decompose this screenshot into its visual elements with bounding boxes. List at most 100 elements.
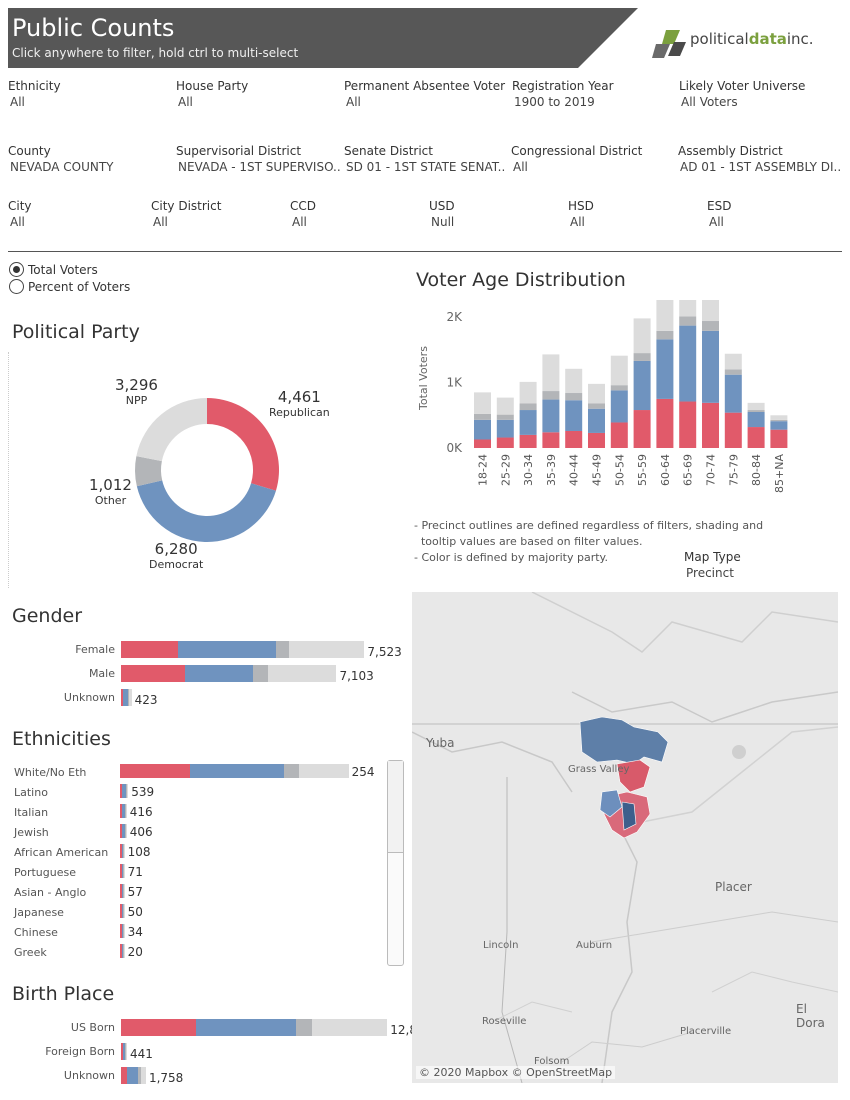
bar-segment[interactable] bbox=[123, 864, 125, 878]
bar-segment[interactable] bbox=[124, 804, 126, 818]
filter-senate-district[interactable]: Senate District SD 01 - 1ST STATE SENAT.. bbox=[344, 144, 505, 174]
age-bar-other[interactable] bbox=[542, 391, 560, 400]
age-bar-other[interactable] bbox=[770, 419, 788, 422]
bar-segment[interactable] bbox=[124, 1043, 126, 1060]
age-bar-republican[interactable] bbox=[724, 412, 742, 448]
filter-supervisorial-district[interactable]: Supervisorial District NEVADA - 1ST SUPER… bbox=[176, 144, 341, 174]
bar-segment[interactable] bbox=[124, 824, 126, 838]
filter-likely-voter-universe[interactable]: Likely Voter Universe All Voters bbox=[679, 79, 805, 109]
filter-value[interactable]: All bbox=[709, 215, 724, 229]
map-type-selector[interactable]: Map Type Precinct bbox=[684, 550, 741, 580]
age-bar-republican[interactable] bbox=[702, 402, 719, 448]
bar-segment[interactable] bbox=[298, 764, 349, 778]
bar-segment[interactable] bbox=[312, 1019, 388, 1036]
ethnicities-list[interactable]: White/No Eth 254 Latino 539 Italian 416 Jewish… bbox=[8, 760, 404, 966]
bar-segment[interactable] bbox=[122, 689, 128, 706]
age-bar-other[interactable] bbox=[496, 414, 514, 420]
age-bar-other[interactable] bbox=[474, 413, 491, 420]
bar-segment[interactable] bbox=[121, 824, 125, 838]
bar-segment[interactable] bbox=[120, 924, 122, 938]
age-bar-other[interactable] bbox=[633, 353, 651, 361]
age-bar-democrat[interactable] bbox=[542, 399, 560, 433]
bar-segment[interactable] bbox=[121, 904, 123, 918]
bar-segment[interactable] bbox=[121, 641, 178, 658]
donut-label-democrat[interactable]: 6,280 Democrat bbox=[149, 540, 204, 571]
age-bar-npp[interactable] bbox=[542, 354, 560, 392]
bar-segment[interactable] bbox=[122, 1043, 125, 1060]
filter-value[interactable]: All bbox=[570, 215, 585, 229]
bar-segment[interactable] bbox=[121, 864, 123, 878]
bar-segment[interactable] bbox=[123, 904, 125, 918]
bar-segment[interactable] bbox=[120, 944, 122, 958]
bar-segment[interactable] bbox=[121, 924, 123, 938]
age-bar-democrat[interactable] bbox=[496, 419, 514, 438]
age-bar-other[interactable] bbox=[610, 385, 628, 391]
bar-segment[interactable] bbox=[123, 944, 125, 958]
bar-segment[interactable] bbox=[288, 641, 365, 658]
age-bar-other[interactable] bbox=[519, 403, 537, 411]
age-bar-npp[interactable] bbox=[679, 300, 697, 317]
filter-assembly-district[interactable]: Assembly District AD 01 - 1ST ASSEMBLY DI… bbox=[678, 144, 841, 174]
radio-percent-of-voters[interactable]: Percent of Voters bbox=[9, 279, 130, 294]
age-bar-republican[interactable] bbox=[496, 437, 514, 448]
bar-segment[interactable] bbox=[125, 1043, 128, 1060]
bar-segment[interactable] bbox=[253, 665, 269, 682]
filter-value[interactable]: SD 01 - 1ST STATE SENAT.. bbox=[346, 160, 506, 174]
age-bar-republican[interactable] bbox=[588, 432, 605, 448]
bar-segment[interactable] bbox=[121, 884, 123, 898]
donut-slice-npp[interactable] bbox=[136, 398, 207, 462]
age-bar-republican[interactable] bbox=[565, 430, 583, 448]
filter-usd[interactable]: USD Null bbox=[429, 199, 455, 229]
age-bar-npp[interactable] bbox=[770, 415, 788, 420]
bar-segment[interactable] bbox=[127, 689, 129, 706]
filter-value[interactable]: All bbox=[346, 95, 361, 109]
bar-segment[interactable] bbox=[128, 689, 132, 706]
age-bar-democrat[interactable] bbox=[702, 330, 719, 403]
filter-value[interactable]: 1900 to 2019 bbox=[514, 95, 595, 109]
bar-segment[interactable] bbox=[140, 1067, 146, 1084]
bar-segment[interactable] bbox=[120, 864, 122, 878]
filter-ccd[interactable]: CCD All bbox=[290, 199, 316, 229]
age-bar-republican[interactable] bbox=[656, 398, 674, 448]
filter-value[interactable]: All Voters bbox=[681, 95, 738, 109]
age-bar-democrat[interactable] bbox=[610, 390, 628, 423]
age-bar-npp[interactable] bbox=[633, 318, 651, 354]
bar-segment[interactable] bbox=[177, 641, 276, 658]
precinct-region-democrat[interactable] bbox=[621, 801, 637, 831]
age-bar-republican[interactable] bbox=[542, 432, 560, 448]
age-bar-npp[interactable] bbox=[724, 353, 742, 370]
filter-county[interactable]: County NEVADA COUNTY bbox=[8, 144, 114, 174]
filter-value[interactable]: All bbox=[513, 160, 528, 174]
bar-segment[interactable] bbox=[123, 944, 124, 958]
age-bar-republican[interactable] bbox=[747, 427, 765, 448]
age-bar-democrat[interactable] bbox=[679, 325, 697, 402]
age-bar-other[interactable] bbox=[724, 369, 742, 375]
bar-segment[interactable] bbox=[125, 824, 127, 838]
age-bar-democrat[interactable] bbox=[633, 360, 651, 411]
age-bar-republican[interactable] bbox=[770, 429, 788, 448]
age-bar-npp[interactable] bbox=[656, 300, 674, 331]
bar-segment[interactable] bbox=[123, 904, 124, 918]
bar-segment[interactable] bbox=[120, 764, 190, 778]
age-bar-democrat[interactable] bbox=[519, 410, 537, 435]
donut-label-other[interactable]: 1,012 Other bbox=[89, 476, 132, 507]
precinct-region-democrat[interactable] bbox=[599, 789, 623, 818]
age-bar-republican[interactable] bbox=[679, 401, 697, 448]
radio-total-voters[interactable]: Total Voters bbox=[9, 262, 98, 277]
bar-segment[interactable] bbox=[127, 1067, 138, 1084]
age-bar-npp[interactable] bbox=[565, 368, 583, 394]
filter-city[interactable]: City All bbox=[8, 199, 32, 229]
bar-segment[interactable] bbox=[120, 904, 122, 918]
bar-segment[interactable] bbox=[189, 764, 284, 778]
bar-segment[interactable] bbox=[120, 784, 123, 798]
age-bar-other[interactable] bbox=[588, 403, 605, 409]
filter-congressional-district[interactable]: Congressional District All bbox=[511, 144, 642, 174]
filter-value[interactable]: NEVADA COUNTY bbox=[10, 160, 114, 174]
filter-city-district[interactable]: City District All bbox=[151, 199, 221, 229]
age-bar-other[interactable] bbox=[656, 330, 674, 340]
filter-ethnicity[interactable]: Ethnicity All bbox=[8, 79, 61, 109]
age-bar-republican[interactable] bbox=[474, 439, 491, 448]
bar-segment[interactable] bbox=[123, 844, 125, 858]
filter-hsd[interactable]: HSD All bbox=[568, 199, 594, 229]
bar-segment[interactable] bbox=[121, 689, 123, 706]
